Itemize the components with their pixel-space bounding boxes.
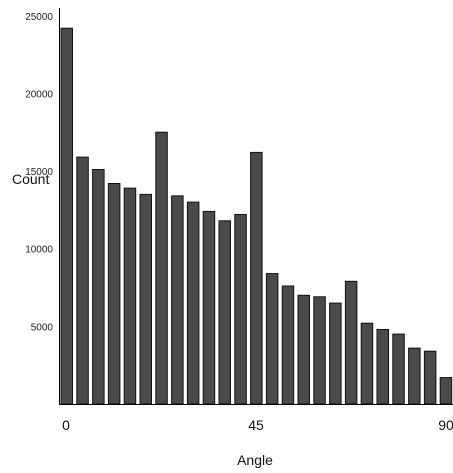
bar (376, 329, 389, 405)
y-tick-label: 15000 (25, 167, 53, 178)
bar (408, 347, 421, 405)
bar (297, 294, 310, 405)
bar (123, 187, 137, 405)
y-tick-label: 5000 (31, 322, 54, 333)
x-tick-label: 90 (438, 417, 453, 433)
bars (60, 27, 453, 405)
bar (155, 131, 168, 405)
y-tick-label: 25000 (25, 12, 53, 23)
y-tick-label: 20000 (25, 89, 53, 100)
bar (186, 201, 200, 405)
bar (139, 193, 152, 405)
bar (171, 195, 184, 405)
y-tick-label: 10000 (25, 245, 53, 256)
bar (60, 27, 73, 405)
bar (92, 169, 105, 405)
bar (107, 183, 121, 405)
bar (423, 350, 437, 405)
x-tick-label: 0 (62, 417, 70, 433)
x-axis-title: Angle (237, 452, 273, 468)
bar (439, 377, 453, 405)
y-axis-title: Count (12, 171, 49, 187)
bar (250, 151, 263, 405)
y-axis-ticks: 5000 10000 15000 20000 25000 (25, 12, 53, 334)
bar (344, 280, 358, 405)
bar (234, 214, 247, 405)
bar (265, 273, 279, 405)
bar (329, 302, 342, 405)
x-tick-label: 45 (248, 417, 264, 433)
bar (392, 333, 405, 405)
x-axis-ticks: 0 45 90 (62, 417, 453, 433)
bar (76, 156, 89, 405)
bar (218, 220, 231, 405)
bar (202, 210, 216, 405)
bar (313, 296, 326, 405)
bar (281, 285, 295, 405)
bar (360, 322, 374, 405)
